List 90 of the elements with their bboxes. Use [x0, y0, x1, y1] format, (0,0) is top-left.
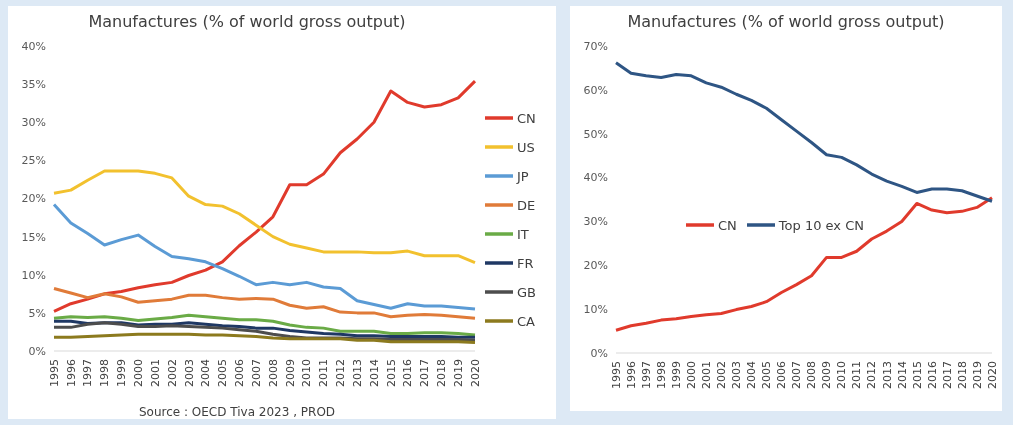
- y-tick-label: 20%: [21, 192, 46, 206]
- x-tick-label: 2014: [895, 361, 909, 389]
- x-tick-label: 2009: [283, 359, 297, 387]
- y-tick-label: 50%: [583, 127, 608, 141]
- x-tick-label: 1996: [64, 359, 78, 387]
- x-tick-label: 2006: [233, 359, 247, 387]
- y-tick-label: 0%: [590, 346, 608, 360]
- x-tick-label: 2017: [940, 361, 954, 389]
- y-tick-label: 40%: [21, 39, 46, 53]
- legend-label: CN: [718, 217, 737, 233]
- legend-label: IT: [517, 226, 529, 242]
- legend-label: CA: [517, 313, 535, 329]
- y-tick-label: 30%: [583, 215, 608, 229]
- legend-label: GB: [517, 284, 536, 300]
- x-tick-label: 2015: [384, 359, 398, 387]
- x-tick-label: 2005: [216, 359, 230, 387]
- legend-label: US: [517, 139, 535, 155]
- y-tick-label: 0%: [28, 344, 46, 358]
- x-tick-label: 1997: [81, 359, 95, 387]
- x-tick-label: 2018: [435, 359, 449, 387]
- x-tick-label: 2011: [850, 361, 864, 389]
- x-tick-label: 1997: [639, 361, 653, 389]
- y-tick-label: 60%: [583, 83, 608, 97]
- line-series: [52, 169, 477, 265]
- x-tick-label: 1998: [98, 359, 112, 387]
- x-tick-label: 2010: [835, 361, 849, 389]
- line-series: [52, 286, 477, 320]
- y-tick-label: 35%: [21, 78, 46, 92]
- x-tick-label: 2000: [132, 359, 146, 387]
- line-series: [52, 313, 477, 337]
- x-tick-label: 2017: [418, 359, 432, 387]
- x-tick-label: 2016: [925, 361, 939, 389]
- line-series: [52, 332, 477, 345]
- x-tick-label: 1999: [115, 359, 129, 387]
- x-tick-label: 1995: [47, 359, 61, 387]
- legend-label: FR: [517, 255, 534, 271]
- legend-label: DE: [517, 197, 536, 213]
- x-tick-label: 2018: [955, 361, 969, 389]
- x-tick-label: 2006: [775, 361, 789, 389]
- y-tick-label: 20%: [583, 259, 608, 273]
- y-tick-label: 40%: [583, 171, 608, 185]
- x-tick-label: 2000: [685, 361, 699, 389]
- x-tick-label: 2009: [820, 361, 834, 389]
- y-tick-label: 30%: [21, 116, 46, 130]
- y-tick-label: 5%: [28, 306, 46, 320]
- y-tick-label: 10%: [583, 303, 608, 317]
- x-tick-label: 2007: [249, 359, 263, 387]
- x-tick-label: 2002: [715, 361, 729, 389]
- line-series: [614, 61, 994, 203]
- source-note: Source : OECD Tiva 2023 , PROD: [137, 405, 337, 419]
- x-tick-label: 2001: [700, 361, 714, 389]
- x-tick-label: 1998: [654, 361, 668, 389]
- line-series: [614, 196, 994, 332]
- x-tick-label: 2013: [350, 359, 364, 387]
- x-tick-label: 2016: [401, 359, 415, 387]
- x-tick-label: 1999: [669, 361, 683, 389]
- x-tick-label: 2015: [910, 361, 924, 389]
- y-tick-label: 15%: [21, 230, 46, 244]
- y-tick-label: 25%: [21, 154, 46, 168]
- x-tick-label: 2008: [805, 361, 819, 389]
- x-tick-label: 2002: [165, 359, 179, 387]
- legend-label: CN: [517, 110, 536, 126]
- chart-title: Manufactures (% of world gross output): [87, 11, 407, 33]
- x-tick-label: 2013: [880, 361, 894, 389]
- x-tick-label: 2001: [148, 359, 162, 387]
- x-tick-label: 2012: [865, 361, 879, 389]
- x-tick-label: 2004: [745, 361, 759, 389]
- x-tick-label: 2011: [317, 359, 331, 387]
- x-tick-label: 2019: [970, 361, 984, 389]
- x-tick-label: 2005: [760, 361, 774, 389]
- y-tick-label: 70%: [583, 39, 608, 53]
- x-tick-label: 2003: [182, 359, 196, 387]
- x-tick-label: 1995: [609, 361, 623, 389]
- line-series: [52, 79, 477, 313]
- legend-label: JP: [517, 168, 529, 184]
- x-tick-label: 2020: [468, 359, 482, 387]
- x-tick-label: 2019: [451, 359, 465, 387]
- x-tick-label: 2014: [367, 359, 381, 387]
- x-tick-label: 2003: [730, 361, 744, 389]
- line-series: [52, 203, 477, 311]
- y-tick-label: 10%: [21, 268, 46, 282]
- x-tick-label: 2012: [334, 359, 348, 387]
- x-tick-label: 1996: [624, 361, 638, 389]
- x-tick-label: 2004: [199, 359, 213, 387]
- x-tick-label: 2007: [790, 361, 804, 389]
- x-tick-label: 2008: [266, 359, 280, 387]
- chart-title: Manufactures (% of world gross output): [626, 11, 946, 33]
- legend-label: Top 10 ex CN: [778, 217, 864, 233]
- x-tick-label: 2020: [985, 361, 999, 389]
- x-tick-label: 2010: [300, 359, 314, 387]
